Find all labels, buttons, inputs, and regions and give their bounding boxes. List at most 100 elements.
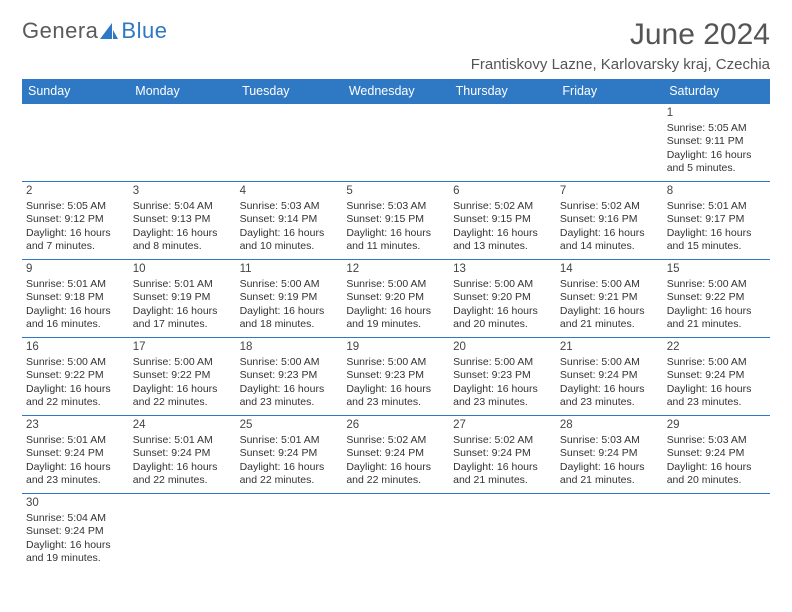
daylight1-text: Daylight: 16 hours <box>133 305 232 318</box>
calendar-cell: 18Sunrise: 5:00 AMSunset: 9:23 PMDayligh… <box>236 338 343 416</box>
sunset-text: Sunset: 9:16 PM <box>560 213 659 226</box>
calendar-cell-empty <box>236 494 343 572</box>
calendar-cell: 1Sunrise: 5:05 AMSunset: 9:11 PMDaylight… <box>663 104 770 182</box>
daylight1-text: Daylight: 16 hours <box>240 383 339 396</box>
logo: Genera Blue <box>22 18 167 44</box>
calendar-cell-empty <box>556 494 663 572</box>
daylight1-text: Daylight: 16 hours <box>133 383 232 396</box>
header-row: Genera Blue June 2024 Frantiskovy Lazne,… <box>22 18 770 73</box>
calendar-week: 16Sunrise: 5:00 AMSunset: 9:22 PMDayligh… <box>22 338 770 416</box>
sunrise-text: Sunrise: 5:01 AM <box>240 434 339 447</box>
calendar-cell: 19Sunrise: 5:00 AMSunset: 9:23 PMDayligh… <box>342 338 449 416</box>
sunset-text: Sunset: 9:15 PM <box>453 213 552 226</box>
calendar-page: Genera Blue June 2024 Frantiskovy Lazne,… <box>0 0 792 582</box>
sunset-text: Sunset: 9:14 PM <box>240 213 339 226</box>
daylight1-text: Daylight: 16 hours <box>560 383 659 396</box>
sunrise-text: Sunrise: 5:00 AM <box>667 356 766 369</box>
sunset-text: Sunset: 9:24 PM <box>560 447 659 460</box>
calendar-cell-empty <box>449 494 556 572</box>
daylight1-text: Daylight: 16 hours <box>26 227 125 240</box>
calendar-cell-empty <box>449 104 556 182</box>
daylight2-text: and 7 minutes. <box>26 240 125 253</box>
day-number: 9 <box>26 262 125 277</box>
daylight1-text: Daylight: 16 hours <box>667 149 766 162</box>
sunset-text: Sunset: 9:24 PM <box>667 447 766 460</box>
day-number: 2 <box>26 184 125 199</box>
calendar-cell-empty <box>236 104 343 182</box>
day-number: 12 <box>346 262 445 277</box>
daylight2-text: and 17 minutes. <box>133 318 232 331</box>
sunset-text: Sunset: 9:15 PM <box>346 213 445 226</box>
calendar-cell: 20Sunrise: 5:00 AMSunset: 9:23 PMDayligh… <box>449 338 556 416</box>
day-header: Wednesday <box>342 79 449 104</box>
sunrise-text: Sunrise: 5:03 AM <box>240 200 339 213</box>
calendar-cell: 8Sunrise: 5:01 AMSunset: 9:17 PMDaylight… <box>663 182 770 260</box>
sunrise-text: Sunrise: 5:02 AM <box>453 434 552 447</box>
daylight1-text: Daylight: 16 hours <box>560 227 659 240</box>
calendar-cell: 21Sunrise: 5:00 AMSunset: 9:24 PMDayligh… <box>556 338 663 416</box>
sunset-text: Sunset: 9:13 PM <box>133 213 232 226</box>
daylight2-text: and 22 minutes. <box>133 396 232 409</box>
calendar-week: 30Sunrise: 5:04 AMSunset: 9:24 PMDayligh… <box>22 494 770 572</box>
sunset-text: Sunset: 9:19 PM <box>133 291 232 304</box>
sunrise-text: Sunrise: 5:00 AM <box>26 356 125 369</box>
sunrise-text: Sunrise: 5:03 AM <box>667 434 766 447</box>
day-number: 15 <box>667 262 766 277</box>
calendar-cell-empty <box>663 494 770 572</box>
daylight1-text: Daylight: 16 hours <box>667 227 766 240</box>
calendar-week: 9Sunrise: 5:01 AMSunset: 9:18 PM Daylight… <box>22 260 770 338</box>
calendar-cell: 7Sunrise: 5:02 AMSunset: 9:16 PMDaylight… <box>556 182 663 260</box>
daylight2-text: and 21 minutes. <box>560 474 659 487</box>
calendar-cell: 15Sunrise: 5:00 AMSunset: 9:22 PMDayligh… <box>663 260 770 338</box>
month-title: June 2024 <box>471 18 770 52</box>
sunset-text: Sunset: 9:23 PM <box>453 369 552 382</box>
calendar-body: 1Sunrise: 5:05 AMSunset: 9:11 PMDaylight… <box>22 104 770 572</box>
calendar-cell: 11Sunrise: 5:00 AMSunset: 9:19 PMDayligh… <box>236 260 343 338</box>
sunset-text: Sunset: 9:24 PM <box>26 447 125 460</box>
sunrise-text: Sunrise: 5:00 AM <box>453 278 552 291</box>
daylight2-text: and 23 minutes. <box>346 396 445 409</box>
day-header: Tuesday <box>236 79 343 104</box>
sunset-text: Sunset: 9:24 PM <box>667 369 766 382</box>
sunrise-text: Sunrise: 5:00 AM <box>240 278 339 291</box>
sunrise-text: Sunrise: 5:01 AM <box>26 278 125 291</box>
calendar-cell-empty <box>342 104 449 182</box>
daylight1-text: Daylight: 16 hours <box>133 461 232 474</box>
sunset-text: Sunset: 9:18 PM <box>26 291 125 304</box>
calendar-week: 2Sunrise: 5:05 AMSunset: 9:12 PMDaylight… <box>22 182 770 260</box>
daylight1-text: Daylight: 16 hours <box>453 227 552 240</box>
day-number: 20 <box>453 340 552 355</box>
sunrise-text: Sunrise: 5:00 AM <box>133 356 232 369</box>
day-number: 29 <box>667 418 766 433</box>
day-header: Sunday <box>22 79 129 104</box>
calendar-week: 23Sunrise: 5:01 AMSunset: 9:24 PMDayligh… <box>22 416 770 494</box>
daylight2-text: and 22 minutes. <box>133 474 232 487</box>
sunrise-text: Sunrise: 5:04 AM <box>133 200 232 213</box>
sunset-text: Sunset: 9:20 PM <box>346 291 445 304</box>
daylight2-text: and 22 minutes. <box>26 396 125 409</box>
day-number: 3 <box>133 184 232 199</box>
calendar-cell: 25Sunrise: 5:01 AMSunset: 9:24 PMDayligh… <box>236 416 343 494</box>
calendar-cell-empty <box>342 494 449 572</box>
logo-text-blue: Blue <box>121 18 167 44</box>
calendar-cell: 26Sunrise: 5:02 AMSunset: 9:24 PMDayligh… <box>342 416 449 494</box>
day-number: 21 <box>560 340 659 355</box>
sunrise-text: Sunrise: 5:03 AM <box>346 200 445 213</box>
calendar-cell: 24Sunrise: 5:01 AMSunset: 9:24 PMDayligh… <box>129 416 236 494</box>
daylight2-text: and 20 minutes. <box>667 474 766 487</box>
calendar-cell: 9Sunrise: 5:01 AMSunset: 9:18 PMDaylight… <box>22 260 129 338</box>
sunrise-text: Sunrise: 5:01 AM <box>133 434 232 447</box>
day-number: 30 <box>26 496 125 511</box>
calendar-cell: 29Sunrise: 5:03 AMSunset: 9:24 PMDayligh… <box>663 416 770 494</box>
sunset-text: Sunset: 9:23 PM <box>240 369 339 382</box>
daylight1-text: Daylight: 16 hours <box>346 305 445 318</box>
calendar-week: 1Sunrise: 5:05 AMSunset: 9:11 PMDaylight… <box>22 104 770 182</box>
sunset-text: Sunset: 9:24 PM <box>240 447 339 460</box>
calendar-cell: 10Sunrise: 5:01 AMSunset: 9:19 PMDayligh… <box>129 260 236 338</box>
daylight1-text: Daylight: 16 hours <box>453 461 552 474</box>
daylight2-text: and 8 minutes. <box>133 240 232 253</box>
calendar-cell-empty <box>129 494 236 572</box>
sunset-text: Sunset: 9:17 PM <box>667 213 766 226</box>
day-number: 8 <box>667 184 766 199</box>
daylight1-text: Daylight: 16 hours <box>667 461 766 474</box>
